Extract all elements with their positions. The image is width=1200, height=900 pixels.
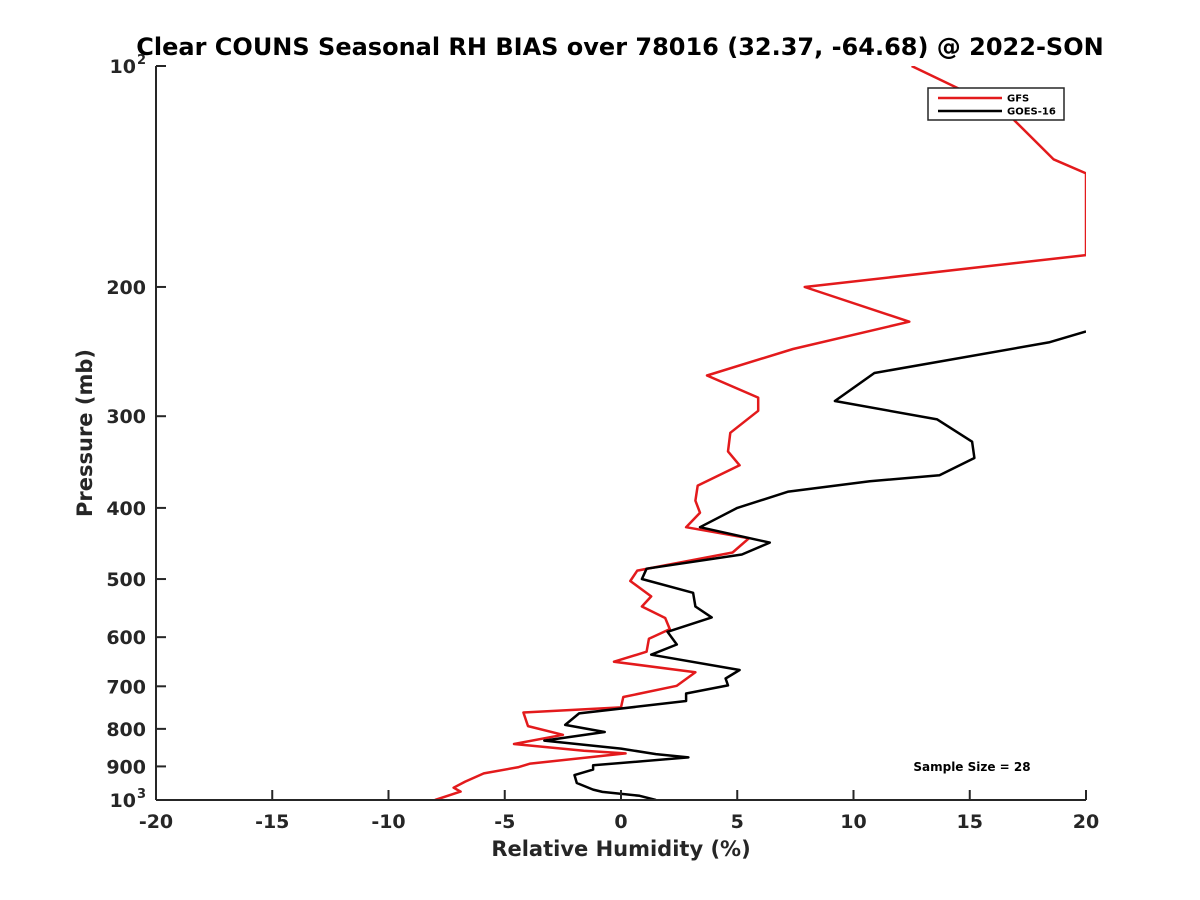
x-axis-label: Relative Humidity (%): [491, 837, 750, 861]
legend: GFS GOES-16: [927, 87, 1065, 121]
y-tick-label: 600: [106, 627, 146, 649]
series-line-goes-16: [543, 330, 1086, 800]
y-tick-label: 10: [110, 790, 136, 812]
chart-title: Clear COUNS Seasonal RH BIAS over 78016 …: [136, 33, 1103, 61]
x-tick-label: 10: [840, 811, 866, 833]
y-tick-label: 800: [106, 719, 146, 741]
y-axis-label: Pressure (mb): [73, 349, 97, 517]
x-tick-label: -20: [139, 811, 173, 833]
x-tick-label: -15: [255, 811, 289, 833]
x-tick-label: 15: [957, 811, 983, 833]
y-tick-label: 400: [106, 498, 146, 520]
series-layer: [434, 66, 1086, 800]
x-tick-label: 5: [731, 811, 744, 833]
y-tick-label: 10: [110, 56, 136, 78]
y-tick-exponent: 3: [137, 787, 146, 802]
sample-size-annotation: Sample Size = 28: [913, 760, 1030, 774]
legend-label: GOES-16: [1007, 107, 1056, 118]
y-tick-label: 900: [106, 756, 146, 778]
legend-box: [927, 87, 1065, 121]
y-tick-label: 300: [106, 406, 146, 428]
series-line-gfs: [434, 66, 1086, 800]
y-tick-label: 500: [106, 569, 146, 591]
x-ticks: -20 -15 -10 -5 0 5 10 15 20: [139, 790, 1099, 833]
x-tick-label: 20: [1073, 811, 1099, 833]
x-tick-label: 0: [614, 811, 627, 833]
x-tick-label: -10: [371, 811, 405, 833]
y-tick-label: 200: [106, 277, 146, 299]
x-tick-label: -5: [494, 811, 515, 833]
y-tick-label: 700: [106, 676, 146, 698]
legend-label: GFS: [1007, 94, 1029, 105]
y-tick-exponent: 2: [137, 53, 146, 68]
